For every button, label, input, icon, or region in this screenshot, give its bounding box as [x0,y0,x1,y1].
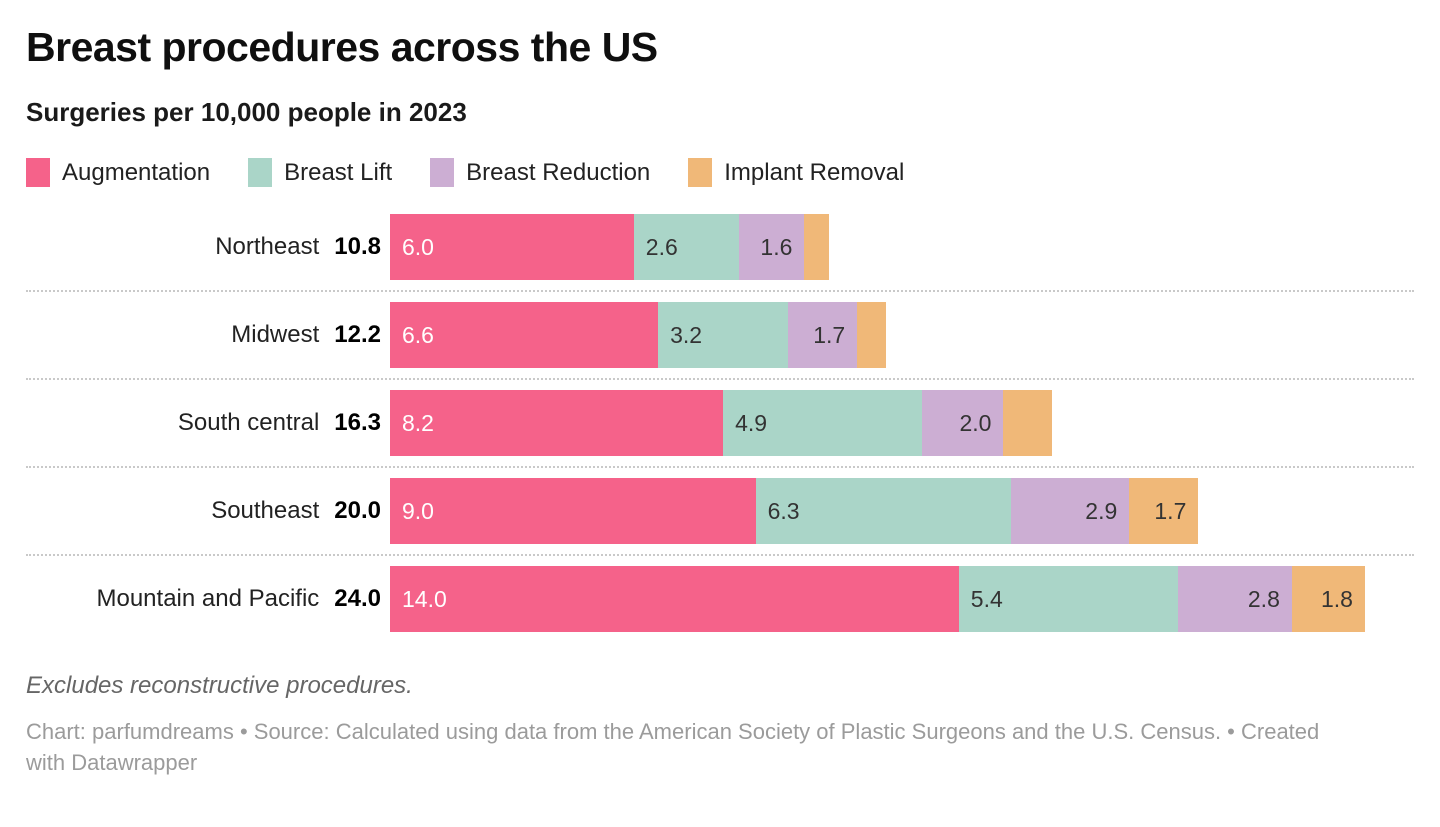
legend-label: Breast Reduction [466,158,651,186]
stacked-bar: 9.0 6.3 2.9 1.7 [390,478,1199,545]
segment-value-label: 6.3 [767,497,800,524]
dotted-divider [26,290,1414,293]
page-title: Breast procedures across the US [26,24,658,70]
legend-label: Implant Removal [724,158,905,186]
bar-segment-breast-reduction: 1.7 [788,302,858,369]
row-separator [26,544,1414,566]
chart-footer: Excludes reconstructive procedures. Char… [26,672,1414,778]
row-total-value: 20.0 [334,497,381,525]
row-total-value: 12.2 [334,321,381,349]
bar-segment-implant-removal: 1.7 [1129,478,1199,545]
bar-segment-breast-lift: 2.6 [633,214,740,281]
row-label-cell: Mountain and Pacific 24.0 [26,585,390,613]
legend-item-implant-removal: Implant Removal [688,158,905,188]
bar-segment-augmentation: 6.0 [390,214,634,281]
row-separator [26,280,1414,302]
chart-subtitle: Surgeries per 10,000 people in 2023 [26,97,467,128]
row-total-value: 10.8 [334,233,381,261]
legend-label: Breast Lift [284,158,393,186]
bar-segment-implant-removal [1003,390,1053,457]
chart-row-southeast: Southeast 20.0 9.0 6.3 2.9 1.7 [26,478,1414,545]
segment-value-label: 2.0 [959,409,992,436]
bar-segment-breast-reduction: 2.9 [1011,478,1130,545]
stacked-bar: 14.0 5.4 2.8 1.8 [390,566,1365,633]
chart-rows: Northeast 10.8 6.0 2.6 1.6 Midwest 12.2 6.6 3.2 1… [26,214,1414,633]
dotted-divider [26,554,1414,557]
segment-value-label: 9.0 [402,497,434,524]
row-label-cell: Midwest 12.2 [26,321,390,349]
legend-swatch-icon [430,158,455,188]
segment-value-label: 6.6 [402,321,434,348]
segment-value-label: 2.8 [1247,585,1280,612]
bar-segment-breast-lift: 6.3 [755,478,1012,545]
region-label: Midwest [231,321,320,349]
chart-row-mountain-and-pacific: Mountain and Pacific 24.0 14.0 5.4 2.8 1.8 [26,566,1414,633]
row-separator [26,368,1414,390]
bar-segment-augmentation: 14.0 [390,566,959,633]
region-label: Northeast [215,233,320,261]
bar-segment-augmentation: 6.6 [390,302,659,369]
chart-row-midwest: Midwest 12.2 6.6 3.2 1.7 [26,302,1414,369]
segment-value-label: 6.0 [402,233,434,260]
legend: Augmentation Breast Lift Breast Reduction I… [26,158,1414,188]
bar-segment-implant-removal [804,214,829,281]
bar-segment-implant-removal: 1.8 [1291,566,1365,633]
segment-value-label: 8.2 [402,409,434,436]
row-label-cell: Southeast 20.0 [26,497,390,525]
legend-label: Augmentation [62,158,211,186]
bar-segment-breast-reduction: 1.6 [739,214,805,281]
dotted-divider [26,378,1414,381]
segment-value-label: 1.8 [1320,585,1353,612]
legend-item-breast-reduction: Breast Reduction [430,158,651,188]
bar-segment-breast-reduction: 2.8 [1178,566,1292,633]
chart-note: Excludes reconstructive procedures. [26,672,413,700]
chart-row-south-central: South central 16.3 8.2 4.9 2.0 [26,390,1414,457]
row-total-value: 16.3 [334,409,381,437]
region-label: South central [177,409,320,437]
bar-segment-augmentation: 9.0 [390,478,756,545]
segment-value-label: 1.6 [760,233,793,260]
bar-segment-breast-lift: 5.4 [958,566,1179,633]
region-label: Mountain and Pacific [96,585,320,613]
segment-value-label: 1.7 [1154,497,1187,524]
segment-value-label: 2.6 [645,233,678,260]
dotted-divider [26,466,1414,469]
segment-value-label: 4.9 [735,409,768,436]
bar-segment-implant-removal [857,302,886,369]
stacked-bar: 6.6 3.2 1.7 [390,302,886,369]
legend-item-augmentation: Augmentation [26,158,211,188]
legend-swatch-icon [26,158,50,188]
bar-segment-breast-reduction: 2.0 [922,390,1004,457]
row-total-value: 24.0 [334,585,381,613]
legend-swatch-icon [688,158,713,188]
stacked-bar: 8.2 4.9 2.0 [390,390,1053,457]
segment-value-label: 14.0 [402,585,447,612]
chart-row-northeast: Northeast 10.8 6.0 2.6 1.6 [26,214,1414,281]
segment-value-label: 3.2 [670,321,703,348]
bar-segment-breast-lift: 4.9 [723,390,923,457]
segment-value-label: 2.9 [1085,497,1118,524]
region-label: Southeast [211,497,320,525]
legend-swatch-icon [248,158,273,188]
segment-value-label: 5.4 [970,585,1003,612]
row-label-cell: South central 16.3 [26,409,390,437]
row-label-cell: Northeast 10.8 [26,233,390,261]
bar-segment-breast-lift: 3.2 [658,302,789,369]
chart-byline: Chart: parfumdreams • Source: Calculated… [26,719,1320,776]
segment-value-label: 1.7 [813,321,846,348]
row-separator [26,456,1414,478]
legend-item-breast-lift: Breast Lift [248,158,393,188]
bar-segment-augmentation: 8.2 [390,390,724,457]
stacked-bar: 6.0 2.6 1.6 [390,214,829,281]
